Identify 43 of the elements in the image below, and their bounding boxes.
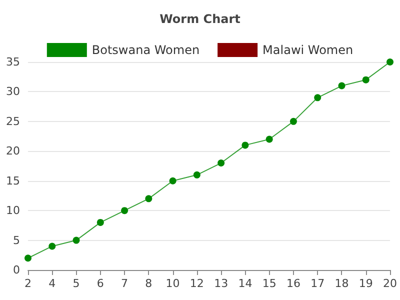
point [218,160,225,167]
x-tick-label: 15 [262,277,276,290]
y-tick-label: 0 [13,264,20,276]
x-tick-label: 8 [145,277,152,290]
y-tick-label: 35 [6,56,20,68]
y-tick-label: 30 [6,85,20,98]
point [362,76,370,84]
point [338,82,346,90]
x-tick-label: 18 [334,277,349,290]
y-tick-label: 15 [6,174,20,188]
point [290,118,297,125]
point [121,207,128,214]
x-tick-label: 14 [238,277,252,290]
x-tick-label: 10 [166,277,180,290]
x-tick-label: 12 [190,277,204,290]
x-tick-label: 17 [310,277,325,290]
point [145,195,152,202]
point [193,171,200,178]
x-tick-label: 4 [48,277,56,290]
point [48,242,56,250]
point [386,58,394,66]
x-tick-label: 2 [24,277,32,290]
y-tick-label: 10 [6,204,20,218]
point [266,136,273,143]
x-tick-label: 13 [214,277,228,290]
y-tick-label: 25 [6,114,20,128]
legend-label: Malawi Women [262,43,354,57]
legend-label: Botswana Women [92,43,200,57]
point [96,218,104,226]
x-tick-label: 20 [383,277,397,290]
x-tick-label: 5 [72,277,80,290]
y-tick-label: 5 [13,234,20,247]
point [169,177,176,184]
y-tick-label: 20 [6,144,20,158]
chart-title: Worm Chart [160,12,241,26]
point [72,236,80,244]
point [314,94,322,102]
x-tick-label: 7 [121,277,128,290]
point [24,254,32,262]
x-tick-label: 16 [286,277,300,290]
x-tick-label: 19 [358,277,373,290]
x-tick-label: 6 [96,277,104,290]
point [242,142,249,149]
